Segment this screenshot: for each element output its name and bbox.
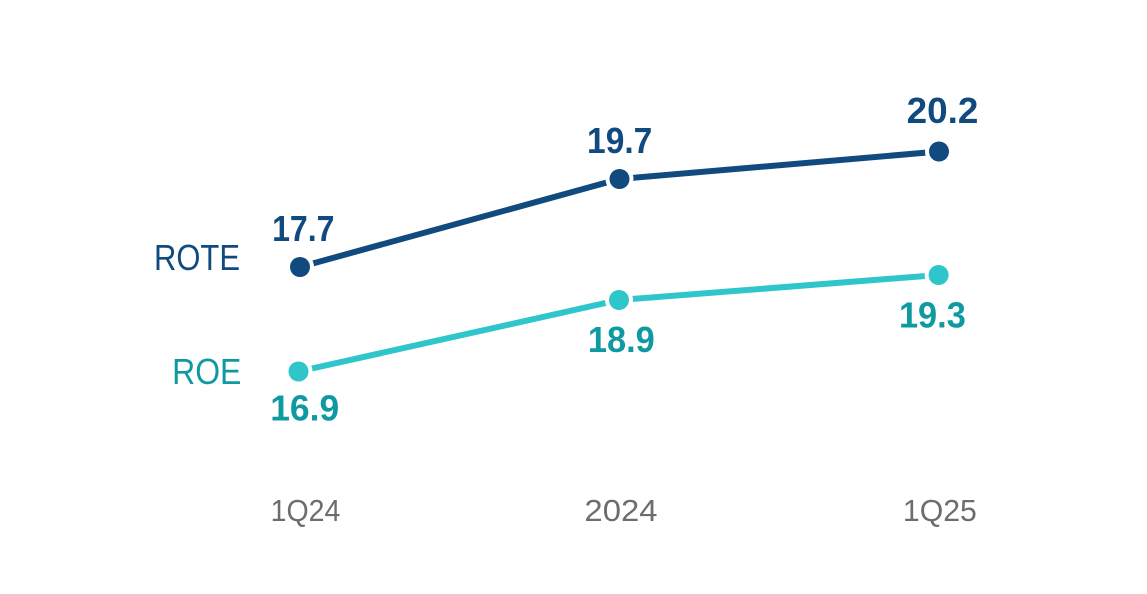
svg-text:18.9: 18.9 (588, 319, 655, 360)
svg-text:1Q24: 1Q24 (271, 493, 341, 528)
svg-text:19.3: 19.3 (899, 294, 966, 335)
svg-text:20.2: 20.2 (907, 90, 979, 131)
svg-text:17.7: 17.7 (272, 208, 334, 249)
svg-text:ROE: ROE (172, 351, 241, 392)
svg-text:19.7: 19.7 (587, 120, 652, 161)
svg-text:1Q25: 1Q25 (903, 493, 977, 528)
svg-text:2024: 2024 (584, 493, 657, 528)
svg-text:16.9: 16.9 (270, 388, 339, 429)
svg-text:ROTE: ROTE (154, 237, 240, 278)
